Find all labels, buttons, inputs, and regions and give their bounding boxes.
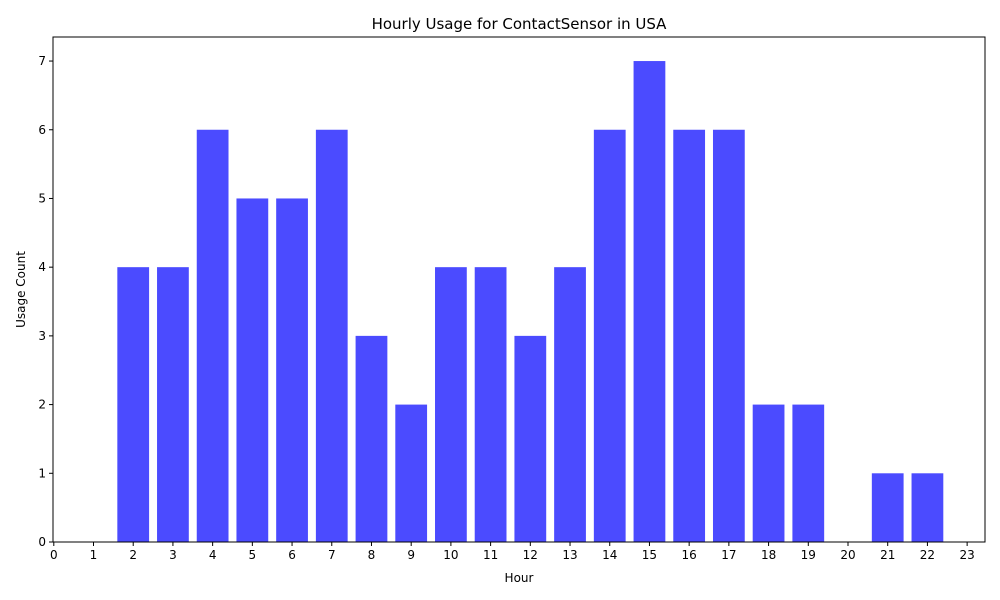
- x-axis-label: Hour: [505, 571, 534, 585]
- bar-hour-11: [474, 267, 507, 542]
- x-tick-label: 22: [920, 548, 935, 562]
- bar-hour-7: [315, 129, 348, 542]
- y-tick-label: 7: [38, 54, 46, 68]
- x-tick-label: 0: [50, 548, 58, 562]
- x-tick-label: 9: [407, 548, 415, 562]
- plot-frame: [52, 36, 986, 543]
- bar-hour-18: [752, 404, 785, 542]
- y-tick-label: 2: [38, 398, 46, 412]
- x-tick-label: 6: [288, 548, 296, 562]
- x-tick-label: 18: [761, 548, 776, 562]
- bar-hour-3: [157, 267, 189, 542]
- x-tick-label: 23: [959, 548, 974, 562]
- x-tick-label: 4: [209, 548, 217, 562]
- x-tick-label: 7: [328, 548, 336, 562]
- x-tick-label: 8: [368, 548, 376, 562]
- x-axis-ticks: 0 1 2 3 4 5 6 7 8 9 10 11 12 13 14 15 16 17 18 19 20 21 22 23: [50, 542, 975, 562]
- x-tick-label: 17: [721, 548, 736, 562]
- bar-hour-14: [593, 129, 626, 542]
- x-tick-label: 13: [562, 548, 577, 562]
- bar-hour-17: [712, 129, 745, 542]
- bar-hour-9: [395, 404, 428, 542]
- x-tick-label: 5: [249, 548, 257, 562]
- y-tick-label: 3: [38, 329, 46, 343]
- bar-hour-6: [276, 198, 308, 542]
- x-tick-label: 1: [90, 548, 98, 562]
- y-tick-label: 0: [38, 535, 46, 549]
- bar-hour-8: [355, 335, 388, 542]
- bar-hour-19: [792, 404, 825, 542]
- bars-group: [117, 61, 944, 543]
- chart-title: Hourly Usage for ContactSensor in USA: [372, 15, 668, 33]
- x-tick-label: 15: [642, 548, 657, 562]
- bar-hour-16: [673, 129, 706, 542]
- x-tick-label: 19: [801, 548, 816, 562]
- bar-hour-2: [117, 267, 150, 542]
- bar-hour-22: [911, 473, 944, 542]
- x-tick-label: 12: [523, 548, 538, 562]
- bar-hour-5: [236, 198, 269, 542]
- bar-hour-10: [435, 267, 467, 542]
- x-tick-label: 10: [443, 548, 458, 562]
- x-tick-label: 11: [483, 548, 498, 562]
- bar-hour-4: [196, 129, 229, 542]
- x-tick-label: 3: [169, 548, 177, 562]
- y-tick-label: 5: [38, 191, 46, 205]
- y-tick-label: 1: [38, 466, 46, 480]
- x-tick-label: 14: [602, 548, 617, 562]
- y-tick-label: 6: [38, 123, 46, 137]
- y-axis-ticks: 0 1 2 3 4 5 6 7: [38, 54, 53, 549]
- bar-hour-13: [554, 267, 586, 542]
- x-tick-label: 21: [880, 548, 895, 562]
- bar-hour-15: [633, 61, 666, 543]
- bar-hour-21: [871, 473, 904, 542]
- y-tick-label: 4: [38, 260, 46, 274]
- y-axis-label: Usage Count: [14, 251, 28, 328]
- x-tick-label: 20: [840, 548, 855, 562]
- bar-hour-12: [514, 335, 547, 542]
- x-tick-label: 2: [129, 548, 137, 562]
- x-tick-label: 16: [682, 548, 697, 562]
